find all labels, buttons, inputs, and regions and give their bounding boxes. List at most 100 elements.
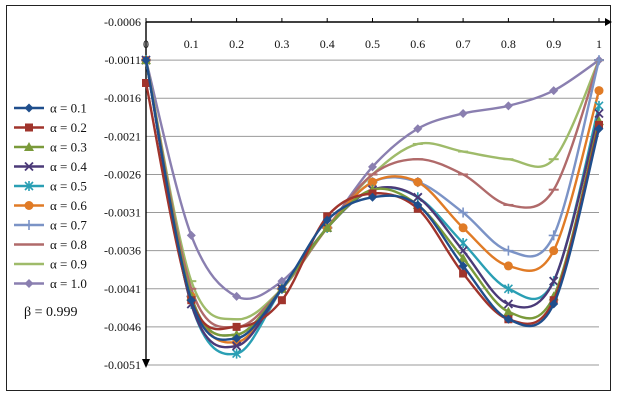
legend-label: α = 0.6 (50, 198, 87, 213)
data-point (413, 124, 423, 134)
data-point (503, 245, 514, 256)
y-tick-label: -0.0051 (104, 358, 141, 372)
y-tick-label: -0.0016 (104, 91, 141, 105)
data-point (142, 78, 150, 87)
data-point (458, 253, 469, 263)
data-point (503, 283, 513, 294)
data-point (503, 261, 513, 271)
legend-item: α = 0.5 (14, 179, 87, 194)
legend-marker (24, 279, 34, 288)
data-point (594, 108, 604, 119)
grid-lines (146, 59, 599, 366)
data-point (277, 296, 286, 305)
series-2 (142, 78, 603, 331)
legend-marker (24, 142, 34, 151)
data-point (594, 55, 604, 66)
x-axis-arrow (605, 18, 612, 26)
legend-item: α = 1.0 (14, 276, 87, 291)
series-line (144, 59, 601, 349)
legend-marker (24, 181, 34, 191)
data-point (503, 101, 513, 111)
legend: α = 0.1 α = 0.2 α = 0.3 α = 0.4 α = 0.5 α = 0… (14, 101, 87, 291)
data-point (368, 192, 377, 202)
x-tick-label: 0.4 (320, 37, 335, 51)
data-point (594, 100, 604, 111)
data-point (503, 299, 514, 309)
beta-annotation: β = 0.999 (24, 305, 78, 320)
x-tick-label: 0.2 (229, 37, 244, 51)
legend-marker (25, 123, 33, 132)
data-point (232, 348, 242, 359)
data-point (549, 276, 559, 286)
data-point (322, 222, 333, 232)
data-point (232, 291, 242, 301)
legend-item: α = 0.9 (14, 257, 87, 272)
data-point (458, 223, 468, 233)
legend-item: α = 0.3 (14, 140, 87, 155)
series-line (144, 59, 600, 301)
series-lines (141, 55, 604, 359)
data-point (277, 284, 287, 294)
legend-label: α = 0.8 (50, 237, 87, 252)
data-point (413, 177, 423, 187)
legend-label: α = 0.9 (50, 257, 87, 272)
x-tick-label: 0.7 (456, 37, 471, 51)
x-tick-label: 0 (143, 37, 149, 51)
legend-marker (24, 201, 34, 210)
x-tick-label: 0.9 (546, 37, 561, 51)
legend-item: α = 0.6 (14, 198, 87, 213)
x-tick-label: 0.3 (274, 37, 289, 51)
legend-label: α = 0.4 (50, 159, 87, 174)
legend-marker (24, 161, 34, 172)
y-tick-label: -0.0011 (104, 53, 141, 67)
y-tick-label: -0.0021 (104, 129, 141, 143)
legend-item: α = 0.8 (14, 237, 87, 252)
data-point (549, 86, 559, 96)
y-tick-label: -0.0026 (104, 167, 141, 181)
data-point (277, 276, 287, 286)
data-point (503, 306, 514, 316)
y-tick-label: -0.0036 (104, 244, 141, 258)
series-line (144, 59, 601, 329)
tick-labels: -0.0006 -0.0011 -0.0016 -0.0021 -0.0026 -0.00… (104, 15, 602, 372)
data-point (186, 295, 196, 305)
data-point (231, 341, 242, 351)
x-tick-label: 1 (596, 37, 602, 51)
data-point (232, 333, 242, 343)
y-tick-label: -0.0046 (104, 320, 141, 334)
x-tick-label: 0.5 (365, 37, 380, 51)
y-tick-label: -0.0041 (104, 282, 141, 296)
legend-marker (24, 103, 34, 113)
legend-label: α = 0.3 (50, 140, 87, 155)
legend-label: α = 0.7 (50, 218, 87, 233)
data-point (368, 162, 377, 172)
data-point (232, 322, 241, 331)
x-tick-label: 0.8 (501, 37, 516, 51)
series-1 (141, 55, 604, 343)
series-4 (141, 55, 604, 351)
data-point (368, 177, 377, 187)
x-tick-label: 0.6 (410, 37, 425, 51)
data-point (186, 230, 196, 240)
y-tick-label: -0.0031 (104, 206, 141, 220)
legend-item: α = 0.1 (14, 101, 87, 116)
data-point (503, 314, 513, 324)
legend-label: α = 1.0 (50, 276, 87, 291)
legend-label: α = 0.2 (50, 120, 87, 135)
y-axis-arrow (142, 359, 150, 368)
legend-item: α = 0.2 (14, 120, 87, 135)
data-point (458, 261, 468, 271)
data-point (413, 200, 423, 210)
legend-label: α = 0.1 (50, 101, 87, 116)
data-point (549, 299, 559, 309)
data-point (458, 108, 468, 118)
data-point (549, 246, 559, 256)
data-point (141, 55, 151, 65)
data-point (322, 215, 332, 225)
data-point (594, 124, 604, 134)
x-tick-label: 0.1 (184, 37, 199, 51)
data-point (548, 230, 559, 241)
data-point (459, 269, 468, 278)
y-tick-label: -0.0006 (104, 15, 141, 29)
